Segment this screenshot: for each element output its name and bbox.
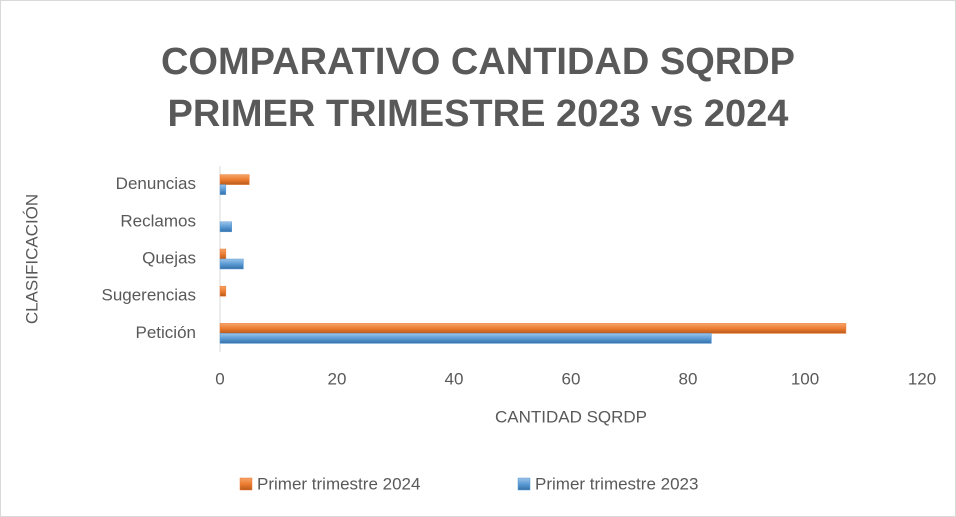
x-tick-label: 60 [562,369,581,388]
legend-label: Primer trimestre 2024 [257,474,420,493]
bar [219,285,227,297]
y-axis-title: CLASIFICACIÓN [22,194,41,324]
x-tick-label: 20 [328,369,347,388]
bar [219,248,227,260]
y-tick-label: Petición [136,323,196,342]
y-tick-label: Denuncias [116,174,196,193]
bar [219,258,244,270]
bar [219,323,847,334]
chart-title: COMPARATIVO CANTIDAD SQRDP PRIMER TRIMES… [160,41,796,135]
legend-swatch [517,477,531,491]
bar [219,174,250,185]
legend-label: Primer trimestre 2023 [535,474,698,493]
legend-swatch [239,477,253,491]
y-tick-label: Sugerencias [101,286,196,305]
x-axis-title: CANTIDAD SQRDP [495,407,647,426]
x-tick-label: 100 [791,369,819,388]
bar [219,184,227,195]
x-tick-label: 80 [679,369,698,388]
x-tick-label: 120 [908,369,936,388]
x-tick-label: 40 [445,369,464,388]
y-tick-label: Quejas [142,248,196,267]
bar [219,333,712,344]
x-tick-label: 0 [215,369,224,388]
bar [219,221,232,233]
y-tick-label: Reclamos [120,211,196,230]
